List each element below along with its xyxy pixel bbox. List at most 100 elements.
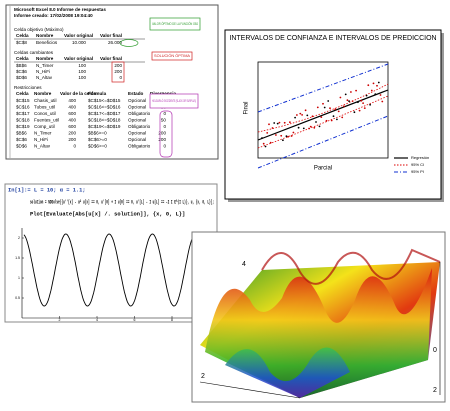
excel-text: $C$15<=$D$15 <box>88 98 121 103</box>
regression-line <box>257 89 389 141</box>
point <box>285 135 288 138</box>
point <box>339 96 342 99</box>
point <box>376 84 378 87</box>
excel-text: Opcional <box>128 98 146 103</box>
excel-text: 400 <box>68 98 76 103</box>
excel-text: N_Timer <box>34 131 52 136</box>
excel-text: Nombre <box>36 33 54 38</box>
excel-text: Valor original <box>64 56 93 61</box>
x-tick-label: 8 <box>171 318 173 322</box>
point <box>316 106 319 109</box>
excel-text: 400 <box>68 118 76 123</box>
excel-text: $B$6 <box>16 131 27 136</box>
code-line: Plot[Evaluate[Abs[u[x] /. solution]], {x… <box>30 211 185 217</box>
excel-text: 200 <box>114 63 122 68</box>
excel-text: N_HiFi <box>34 137 48 142</box>
point <box>336 118 338 121</box>
point <box>369 103 371 106</box>
point <box>287 135 289 138</box>
y-tick-label: 0.5 <box>15 296 20 300</box>
excel-text: N_Altav <box>34 144 51 149</box>
excel-text: 400 <box>68 105 76 110</box>
surface-ridge <box>261 248 441 285</box>
excel-text: Fórmula <box>88 91 107 96</box>
excel-text: N_Altav <box>36 75 53 80</box>
point <box>327 100 330 102</box>
point <box>306 114 309 117</box>
point <box>334 108 337 111</box>
point <box>355 89 357 92</box>
excel-text: Microsoft Excel 8.0 Informe de respuesta… <box>14 7 106 12</box>
x-axis <box>199 381 301 399</box>
plot-area <box>257 61 389 159</box>
excel-text: 0 <box>119 75 122 80</box>
point <box>379 94 382 96</box>
point <box>294 116 296 119</box>
point <box>341 116 344 119</box>
excel-text: Celda <box>16 56 29 61</box>
excel-text: 200 <box>158 131 166 136</box>
excel-text: 600 <box>68 111 76 116</box>
excel-text: $C$17<=$D$17 <box>88 111 121 116</box>
y-tick-label: 1 <box>18 276 20 280</box>
y-tick-label: 2 <box>18 236 20 240</box>
point <box>332 115 335 118</box>
point <box>362 102 364 104</box>
excel-text: Celda <box>16 33 29 38</box>
excel-text: $C$19<=$D$19 <box>88 124 121 129</box>
point <box>344 93 347 96</box>
point <box>302 127 305 130</box>
scatter-points <box>261 81 384 148</box>
excel-text: Obligatorio <box>128 124 151 129</box>
point <box>329 107 331 110</box>
excel-text: 600 <box>68 124 76 129</box>
point <box>365 94 368 97</box>
excel-text: 0 <box>163 124 166 129</box>
point <box>358 109 361 112</box>
excel-text: Nombre <box>34 91 52 96</box>
excel-text: Obligatorio <box>128 144 151 149</box>
surface-valleys <box>225 347 350 398</box>
excel-text: 200 <box>158 137 166 142</box>
point <box>304 109 307 112</box>
excel-text: 200 <box>68 131 76 136</box>
excel-text: Celda objetivo (Máximo) <box>14 27 64 32</box>
point <box>337 110 340 113</box>
excel-text: Nombre <box>36 56 54 61</box>
point <box>346 99 349 102</box>
legend-label: Regresión <box>411 155 429 160</box>
x-axis-label: Parcial <box>314 166 332 172</box>
axis-label: 0 <box>433 347 437 354</box>
point <box>351 100 354 102</box>
point <box>262 142 265 145</box>
point <box>283 121 286 124</box>
excel-text: 26.000 <box>108 40 122 45</box>
point <box>296 114 298 116</box>
excel-text: $C$16<=$D$16 <box>88 105 121 110</box>
excel-text: 200 <box>68 137 76 142</box>
point <box>278 121 281 124</box>
callout-box <box>149 93 199 109</box>
point <box>309 125 312 128</box>
excel-text: Beneficios <box>36 40 58 45</box>
excel-text: $D$6 <box>16 144 27 149</box>
excel-text: 100 <box>78 63 86 68</box>
excel-text: $D$6 <box>16 75 27 80</box>
excel-text: 200 <box>114 69 122 74</box>
excel-text: Opcional <box>128 137 146 142</box>
excel-text: Informe creado: 17/02/2008 19:04:40 <box>14 13 93 18</box>
excel-text: $C$6 <box>16 69 27 74</box>
excel-text: N_Timer <box>36 63 54 68</box>
callout-box <box>151 51 193 61</box>
point <box>350 91 352 93</box>
point <box>313 126 316 129</box>
excel-text: $C$18 <box>16 118 30 123</box>
excel-text: $C$6>=0 <box>88 137 107 142</box>
excel-text: $C$16 <box>16 105 30 110</box>
callout-text: VALOR ÓPTIMO DE LA FUNCIÓN OBJ <box>152 21 198 26</box>
excel-text: Opcional <box>128 118 146 123</box>
y-axis-label: Final <box>244 101 250 114</box>
point <box>299 112 302 115</box>
callout-box <box>149 17 201 31</box>
